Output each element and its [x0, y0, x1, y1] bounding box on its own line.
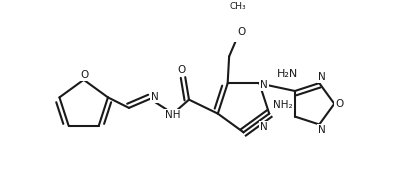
Text: N: N — [260, 80, 268, 90]
Text: NH: NH — [166, 110, 181, 120]
Text: O: O — [80, 69, 89, 79]
Text: O: O — [238, 27, 246, 37]
Text: N: N — [260, 122, 268, 132]
Text: N: N — [150, 92, 158, 102]
Text: N: N — [318, 125, 325, 136]
Text: NH₂: NH₂ — [273, 100, 293, 110]
Text: CH₃: CH₃ — [229, 2, 246, 11]
Text: O: O — [177, 65, 186, 75]
Text: N: N — [318, 72, 325, 82]
Text: H₂N: H₂N — [277, 69, 298, 79]
Text: O: O — [335, 99, 344, 109]
